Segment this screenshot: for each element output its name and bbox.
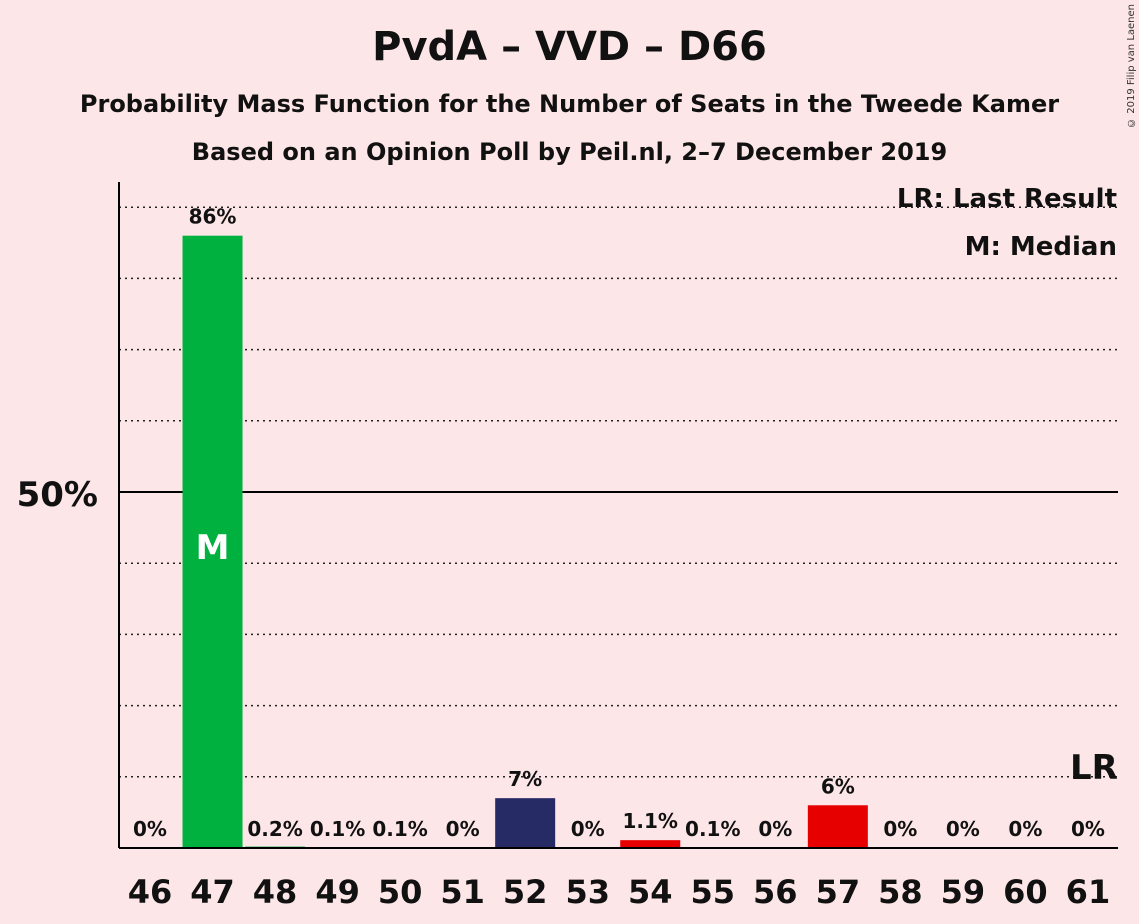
bar <box>495 798 556 848</box>
data-label: 1.1% <box>623 809 678 833</box>
data-label: 0% <box>571 817 605 841</box>
last-result-marker: LR <box>1070 748 1118 788</box>
x-tick-label: 54 <box>628 873 673 911</box>
data-label: 86% <box>189 205 237 229</box>
x-tick-label: 52 <box>503 873 548 911</box>
data-label: 0.1% <box>685 817 740 841</box>
data-label: 6% <box>821 774 855 798</box>
y-tick-label: 50% <box>17 475 98 515</box>
data-label: 7% <box>508 767 542 791</box>
median-marker: M <box>196 528 230 568</box>
data-label: 0% <box>133 817 167 841</box>
data-label: 0% <box>1008 817 1042 841</box>
chart-subtitle-poll: Based on an Opinion Poll by Peil.nl, 2–7… <box>191 138 948 166</box>
x-tick-label: 58 <box>878 873 923 911</box>
x-tick-label: 55 <box>691 873 736 911</box>
bar <box>182 235 243 848</box>
x-tick-label: 49 <box>315 873 360 911</box>
x-tick-label: 56 <box>753 873 798 911</box>
data-label: 0% <box>446 817 480 841</box>
x-tick-label: 61 <box>1066 873 1111 911</box>
x-tick-label: 60 <box>1003 873 1048 911</box>
data-label: 0% <box>1071 817 1105 841</box>
legend-median: M: Median <box>964 232 1117 262</box>
data-label: 0.1% <box>372 817 427 841</box>
data-label: 0.1% <box>310 817 365 841</box>
data-label: 0% <box>883 817 917 841</box>
x-tick-label: 59 <box>941 873 986 911</box>
data-label: 0% <box>758 817 792 841</box>
x-tick-label: 53 <box>565 873 610 911</box>
bar <box>620 840 681 848</box>
legend-last-result: LR: Last Result <box>896 184 1117 214</box>
x-tick-label: 57 <box>816 873 861 911</box>
data-label: 0% <box>946 817 980 841</box>
data-label: 0.2% <box>247 817 302 841</box>
x-tick-label: 51 <box>440 873 485 911</box>
x-tick-label: 46 <box>128 873 173 911</box>
bar <box>807 805 868 848</box>
x-tick-label: 50 <box>378 873 423 911</box>
chart-subtitle: Probability Mass Function for the Number… <box>79 90 1060 118</box>
x-tick-label: 47 <box>190 873 235 911</box>
chart-title: PvdA – VVD – D66 <box>372 24 767 70</box>
x-tick-label: 48 <box>253 873 298 911</box>
